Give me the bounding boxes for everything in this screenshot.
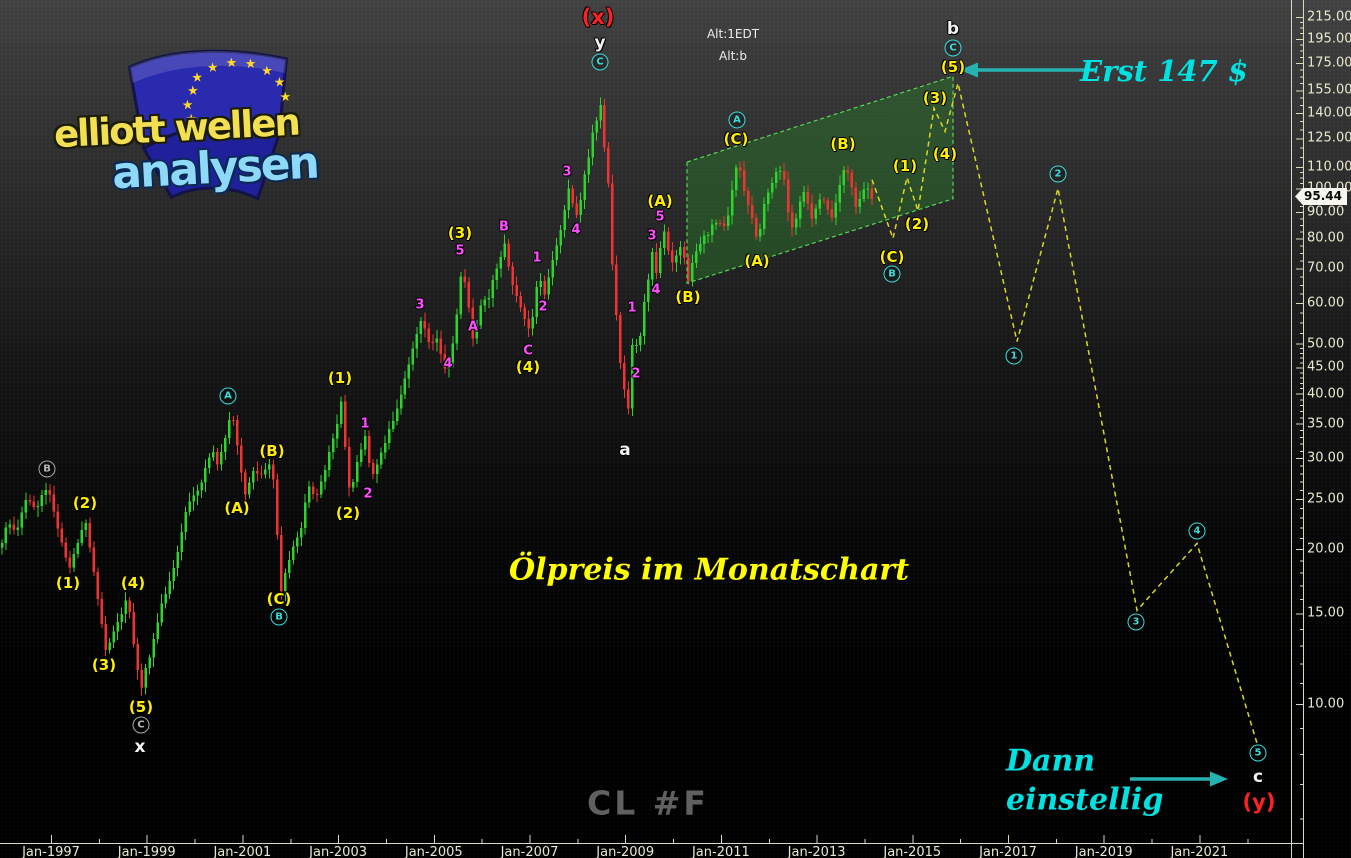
- svg-text:★: ★: [191, 70, 203, 86]
- symbol-watermark: CL #F: [587, 783, 709, 823]
- alt-scenario-label-1: Alt:1EDT: [706, 27, 760, 41]
- chart-title: Ölpreis im Monatschart: [508, 552, 910, 588]
- annotation-arrow: [960, 62, 1096, 78]
- elliott-projection-path: [871, 83, 1258, 744]
- logo-text-line2: analysen: [110, 137, 320, 200]
- elliott-wellen-logo: ★ ★ ★ ★ ★ ★ ★ ★ ★ ★ ★ elliott wellen analysen: [44, 41, 342, 221]
- svg-text:★: ★: [187, 84, 199, 100]
- svg-text:★: ★: [273, 75, 285, 91]
- target-annotation-erst-147: Erst 147 $: [1079, 54, 1249, 88]
- trend-channel-border: [686, 75, 954, 285]
- svg-text:★: ★: [185, 112, 197, 128]
- alt-scenario-label-2: Alt:b: [719, 49, 747, 63]
- svg-text:★: ★: [261, 64, 273, 80]
- svg-text:★: ★: [207, 61, 219, 77]
- svg-text:★: ★: [225, 56, 237, 72]
- eu-flag-icon: ★★ ★ ★ ★★ ★★★ ★★: [127, 49, 292, 201]
- svg-text:★: ★: [279, 90, 291, 106]
- candles: [0, 97, 874, 696]
- trend-channel-fill: [687, 76, 953, 284]
- annotation-einstellig: einstellig: [1006, 782, 1164, 818]
- last-price-badge: 95.44: [1295, 188, 1347, 205]
- annotation-dann: Dann: [1006, 743, 1096, 779]
- axes: [0, 0, 1304, 858]
- svg-text:★: ★: [181, 98, 193, 114]
- svg-text:★: ★: [195, 123, 207, 139]
- annotation-arrow: [1130, 771, 1228, 787]
- svg-text:★: ★: [244, 57, 256, 73]
